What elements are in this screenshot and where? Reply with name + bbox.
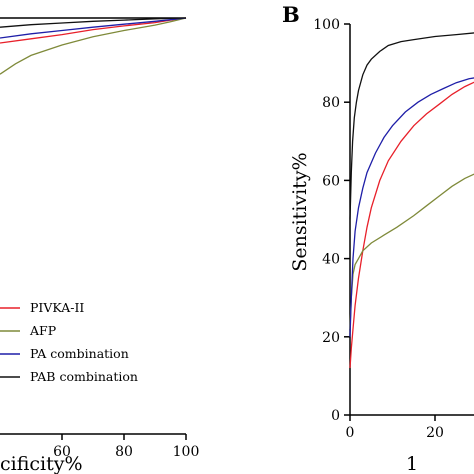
panel-b-y-axis-label: Sensitivity% (289, 152, 311, 271)
panel-b-y-tick-label: 20 (322, 330, 340, 346)
panel-a-x-tick-label: 60 (53, 444, 71, 460)
panel-a-legend-label-pivka-ii: PIVKA-II (30, 300, 84, 315)
panel-b-y-tick-label: 100 (313, 17, 340, 33)
panel-b-x-axis: 0 20 (346, 414, 474, 441)
panel-a-x-axis: 60 80 100 (0, 433, 200, 460)
panel-a-series-pab-combination (0, 17, 187, 28)
panel-b-y-tick-label: 40 (322, 252, 340, 268)
panel-a-x-axis-label: cificity% (0, 453, 83, 474)
panel-b-y-axis: 0 20 40 60 80 100 (313, 17, 351, 424)
panel-b-y-tick-label: 0 (331, 408, 340, 424)
panel-a-series (0, 17, 187, 75)
panel-b-y-tick-label: 60 (322, 173, 340, 189)
panel-b-series (349, 32, 474, 369)
panel-a-legend-label-afp: AFP (29, 323, 56, 338)
panel-b-y-tick-label: 80 (322, 95, 340, 111)
panel-a-series-pa-combination (0, 17, 187, 39)
panel-a-chart: 60 80 100 PIVKA-II AFP PA combination PAB com… (0, 17, 200, 474)
panel-a-legend-label-pab-combination: PAB combination (30, 369, 138, 384)
panel-a-x-tick-label: 100 (173, 444, 200, 460)
panel-b-series-pab-combination (349, 32, 474, 220)
panel-b-x-tick-label: 20 (426, 425, 444, 441)
panel-a-x-tick-label: 80 (115, 444, 133, 460)
panel-b-x-tick-label: 0 (346, 425, 355, 441)
panel-a-legend-label-pa-combination: PA combination (30, 346, 129, 361)
panel-b-chart: B 0 20 40 60 80 100 0 20 Sensitivity% 1 (282, 2, 474, 474)
panel-a-series-afp (0, 17, 187, 75)
panel-b-series-afp (349, 173, 474, 330)
panel-b-x-axis-label: 1 (406, 453, 418, 474)
panel-a-legend: PIVKA-II AFP PA combination PAB combination (0, 300, 138, 384)
panel-b-series-pa-combination (349, 77, 474, 337)
panel-b-series-pivka-ii (349, 81, 474, 369)
panel-b-label: B (282, 2, 300, 27)
